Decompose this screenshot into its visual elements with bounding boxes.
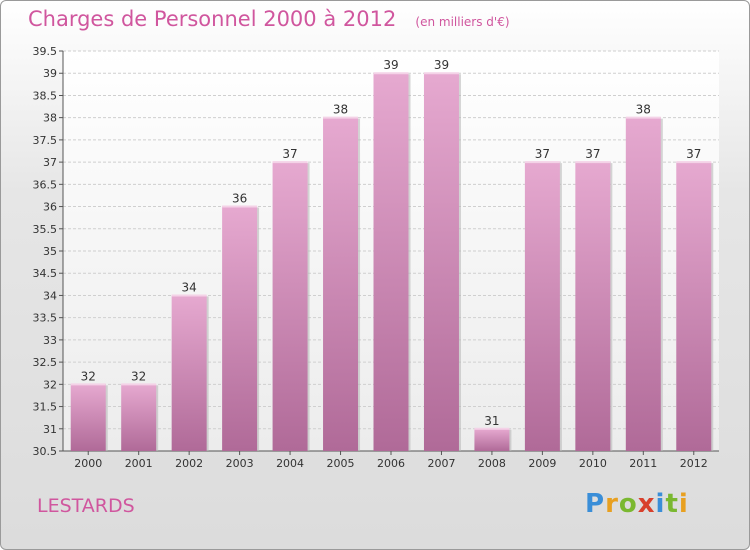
- x-tick-label: 2010: [579, 457, 607, 470]
- chart-title-block: Charges de Personnel 2000 à 2012 (en mil…: [28, 7, 510, 31]
- data-label: 34: [182, 280, 197, 294]
- bar: [625, 117, 661, 452]
- bar: [373, 73, 409, 451]
- commune-name: LESTARDS: [37, 495, 135, 517]
- y-tick-label: 39.5: [33, 45, 58, 58]
- data-label: 31: [484, 414, 499, 428]
- x-tick-label: 2002: [175, 457, 203, 470]
- x-tick-label: 2006: [377, 457, 405, 470]
- x-tick-label: 2011: [629, 457, 657, 470]
- proxiti-logo: Proxiti: [585, 489, 689, 519]
- y-tick-label: 36.5: [33, 178, 58, 191]
- data-label: 37: [686, 147, 701, 161]
- x-tick-label: 2009: [528, 457, 556, 470]
- y-tick-label: 35: [43, 245, 57, 258]
- bar: [272, 162, 308, 451]
- y-tick-label: 32: [43, 378, 57, 391]
- y-tick-label: 33.5: [33, 312, 58, 325]
- x-tick-label: 2005: [327, 457, 355, 470]
- y-tick-label: 39: [43, 67, 57, 80]
- bar: [676, 162, 712, 451]
- y-tick-label: 36: [43, 201, 57, 214]
- bar: [323, 117, 359, 452]
- data-label: 32: [81, 369, 96, 383]
- chart-title: Charges de Personnel 2000 à 2012: [28, 7, 397, 31]
- y-tick-label: 34: [43, 289, 57, 302]
- x-tick-label: 2008: [478, 457, 506, 470]
- chart-subtitle: (en milliers d'€): [415, 15, 510, 29]
- data-label: 32: [131, 369, 146, 383]
- y-tick-label: 32.5: [33, 356, 58, 369]
- y-tick-label: 35.5: [33, 223, 58, 236]
- y-tick-label: 37.5: [33, 134, 58, 147]
- bar: [222, 206, 258, 451]
- y-tick-label: 30.5: [33, 445, 58, 458]
- x-tick-label: 2007: [427, 457, 455, 470]
- data-label: 36: [232, 192, 247, 206]
- x-tick-label: 2003: [226, 457, 254, 470]
- data-label: 38: [636, 103, 651, 117]
- bar: [70, 384, 106, 451]
- data-label: 37: [535, 147, 550, 161]
- bar: [171, 295, 207, 451]
- x-tick-label: 2001: [125, 457, 153, 470]
- y-tick-label: 37: [43, 156, 57, 169]
- data-label: 37: [282, 147, 297, 161]
- data-label: 38: [333, 103, 348, 117]
- bar: [524, 162, 560, 451]
- bar: [474, 428, 510, 451]
- x-tick-label: 2012: [680, 457, 708, 470]
- bar: [575, 162, 611, 451]
- x-tick-label: 2004: [276, 457, 304, 470]
- y-tick-label: 38.5: [33, 89, 58, 102]
- y-tick-label: 31.5: [33, 401, 58, 414]
- data-label: 37: [585, 147, 600, 161]
- y-tick-label: 31: [43, 423, 57, 436]
- x-tick-label: 2000: [74, 457, 102, 470]
- y-tick-label: 34.5: [33, 267, 58, 280]
- y-tick-label: 38: [43, 112, 57, 125]
- bar: [423, 73, 459, 451]
- y-tick-label: 33: [43, 334, 57, 347]
- bar: [121, 384, 157, 451]
- data-label: 39: [434, 58, 449, 72]
- data-label: 39: [383, 58, 398, 72]
